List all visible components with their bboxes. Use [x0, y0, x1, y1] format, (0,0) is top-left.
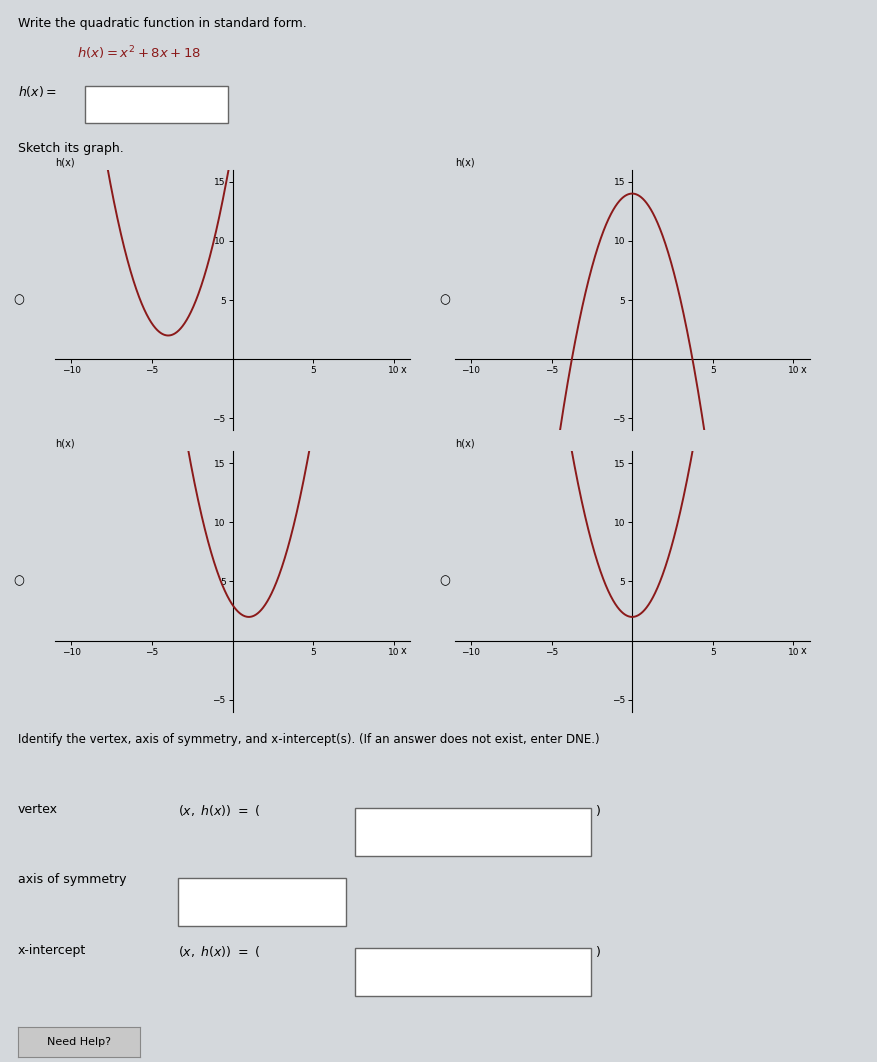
Text: $h(x) = x^2 + 8x + 18$: $h(x) = x^2 + 8x + 18$	[76, 45, 201, 63]
Text: $h(x) =$: $h(x) =$	[18, 84, 56, 99]
Text: vertex: vertex	[18, 803, 58, 817]
Text: x: x	[799, 364, 805, 375]
Text: $)$: $)$	[595, 943, 600, 959]
Text: Need Help?: Need Help?	[47, 1037, 111, 1047]
Text: axis of symmetry: axis of symmetry	[18, 873, 126, 887]
Text: $(x,\ h(x))\ =\ ($: $(x,\ h(x))\ =\ ($	[177, 803, 260, 819]
FancyBboxPatch shape	[85, 86, 228, 123]
Text: x: x	[400, 364, 406, 375]
Text: x-intercept: x-intercept	[18, 943, 86, 957]
Text: h(x): h(x)	[55, 157, 75, 168]
Text: h(x): h(x)	[454, 157, 474, 168]
Text: ○: ○	[13, 575, 24, 587]
Text: $(x,\ h(x))\ =\ ($: $(x,\ h(x))\ =\ ($	[177, 943, 260, 959]
Text: ○: ○	[438, 293, 449, 306]
Text: ○: ○	[438, 575, 449, 587]
Text: Identify the vertex, axis of symmetry, and x-intercept(s). (If an answer does no: Identify the vertex, axis of symmetry, a…	[18, 733, 598, 747]
Text: h(x): h(x)	[454, 439, 474, 449]
FancyBboxPatch shape	[177, 878, 346, 926]
Text: x: x	[400, 646, 406, 656]
Text: Write the quadratic function in standard form.: Write the quadratic function in standard…	[18, 17, 306, 30]
Text: ○: ○	[13, 293, 24, 306]
FancyBboxPatch shape	[354, 808, 590, 856]
Text: Sketch its graph.: Sketch its graph.	[18, 142, 123, 155]
Text: x: x	[799, 646, 805, 656]
Text: h(x): h(x)	[55, 439, 75, 449]
FancyBboxPatch shape	[354, 948, 590, 996]
Text: $)$: $)$	[595, 803, 600, 819]
